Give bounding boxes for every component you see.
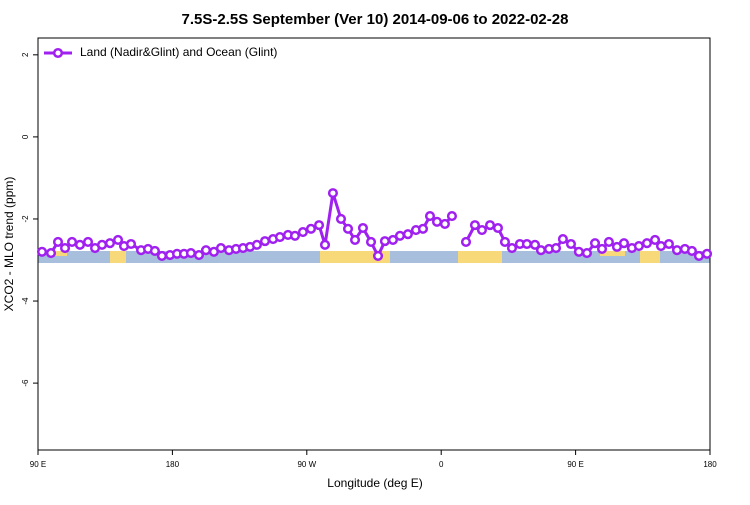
data-point: [686, 245, 697, 257]
data-point: [589, 238, 601, 249]
data-point: [424, 211, 436, 222]
x-tick-label: 90 E: [30, 460, 46, 469]
data-point: [379, 236, 390, 247]
data-point: [417, 223, 429, 234]
data-point: [529, 239, 541, 250]
land-strip: [600, 251, 625, 256]
data-point: [327, 188, 338, 199]
data-point: [671, 245, 683, 256]
data-point: [200, 245, 212, 256]
data-point: [365, 236, 377, 247]
land-strip: [55, 251, 67, 256]
data-point: [460, 236, 472, 247]
x-tick-label: 90 E: [567, 460, 583, 469]
y-tick-label: -6: [21, 379, 30, 387]
data-point: [112, 234, 124, 245]
land-strip: [320, 251, 390, 263]
data-point: [335, 213, 347, 225]
data-point: [52, 236, 64, 247]
y-tick-label: 0: [21, 134, 30, 139]
data-point: [573, 246, 584, 257]
data-point: [149, 245, 160, 257]
data-point: [557, 234, 568, 245]
data-point: [655, 241, 667, 252]
land-strip: [110, 251, 126, 263]
data-point: [319, 239, 331, 250]
data-point: [104, 238, 116, 249]
data-point: [402, 229, 413, 240]
chart-title: 7.5S-2.5S September (Ver 10) 2014-09-06 …: [182, 11, 569, 28]
y-tick-label: -4: [21, 297, 30, 305]
data-point: [297, 227, 308, 238]
data-point: [125, 238, 137, 250]
x-tick-label: 90 W: [297, 460, 316, 469]
data-point: [492, 222, 503, 234]
data-point: [36, 246, 48, 257]
land-strip: [640, 251, 660, 263]
y-tick-label: 2: [21, 52, 30, 57]
data-point: [82, 236, 94, 247]
data-point: [641, 238, 653, 249]
data-point: [97, 239, 108, 250]
data-point: [565, 238, 577, 250]
data-point: [185, 247, 196, 259]
plot-frame: [37, 37, 711, 451]
data-point: [649, 234, 661, 245]
x-axis-label: Longitude (deg E): [327, 476, 422, 490]
data-point: [394, 230, 406, 241]
data-point: [66, 236, 78, 247]
x-tick-label: 180: [703, 460, 717, 469]
data-point: [215, 243, 226, 254]
data-point: [156, 250, 167, 261]
data-point: [357, 222, 368, 234]
data-point: [387, 234, 399, 245]
data-point: [45, 247, 57, 259]
data-point: [499, 236, 511, 247]
data-point: [693, 250, 704, 261]
legend-label: Land (Nadir&Glint) and Ocean (Glint): [80, 45, 277, 59]
data-point: [193, 250, 205, 261]
data-point: [372, 250, 384, 261]
data-point: [506, 243, 518, 254]
data-point: [618, 238, 630, 249]
data-point: [633, 241, 644, 252]
y-tick-label: -2: [21, 215, 30, 223]
data-point: [446, 211, 458, 222]
data-point: [74, 239, 86, 250]
x-tick-label: 180: [166, 460, 180, 469]
land-strip: [458, 251, 502, 263]
data-point: [469, 220, 480, 231]
data-point: [251, 239, 262, 250]
data-point: [550, 243, 562, 254]
data-point: [535, 245, 547, 256]
data-point: [484, 220, 496, 231]
data-point: [313, 220, 325, 231]
data-point: [596, 243, 608, 254]
data-point: [59, 243, 71, 254]
data-point: [663, 238, 674, 250]
legend-marker: [52, 47, 64, 59]
data-point: [305, 223, 317, 234]
y-axis-label: XCO2 - MLO trend (ppm): [2, 177, 16, 312]
data-point: [342, 223, 354, 234]
data-point: [349, 234, 361, 245]
data-point: [521, 238, 532, 250]
data-point: [274, 231, 285, 243]
data-point: [439, 218, 450, 229]
data-point: [259, 236, 271, 247]
data-point: [603, 236, 614, 247]
data-point: [581, 247, 592, 259]
data-point: [701, 248, 713, 259]
data-point: [289, 230, 301, 241]
data-point: [476, 224, 488, 236]
x-tick-label: 0: [439, 460, 444, 469]
data-point: [431, 216, 443, 227]
